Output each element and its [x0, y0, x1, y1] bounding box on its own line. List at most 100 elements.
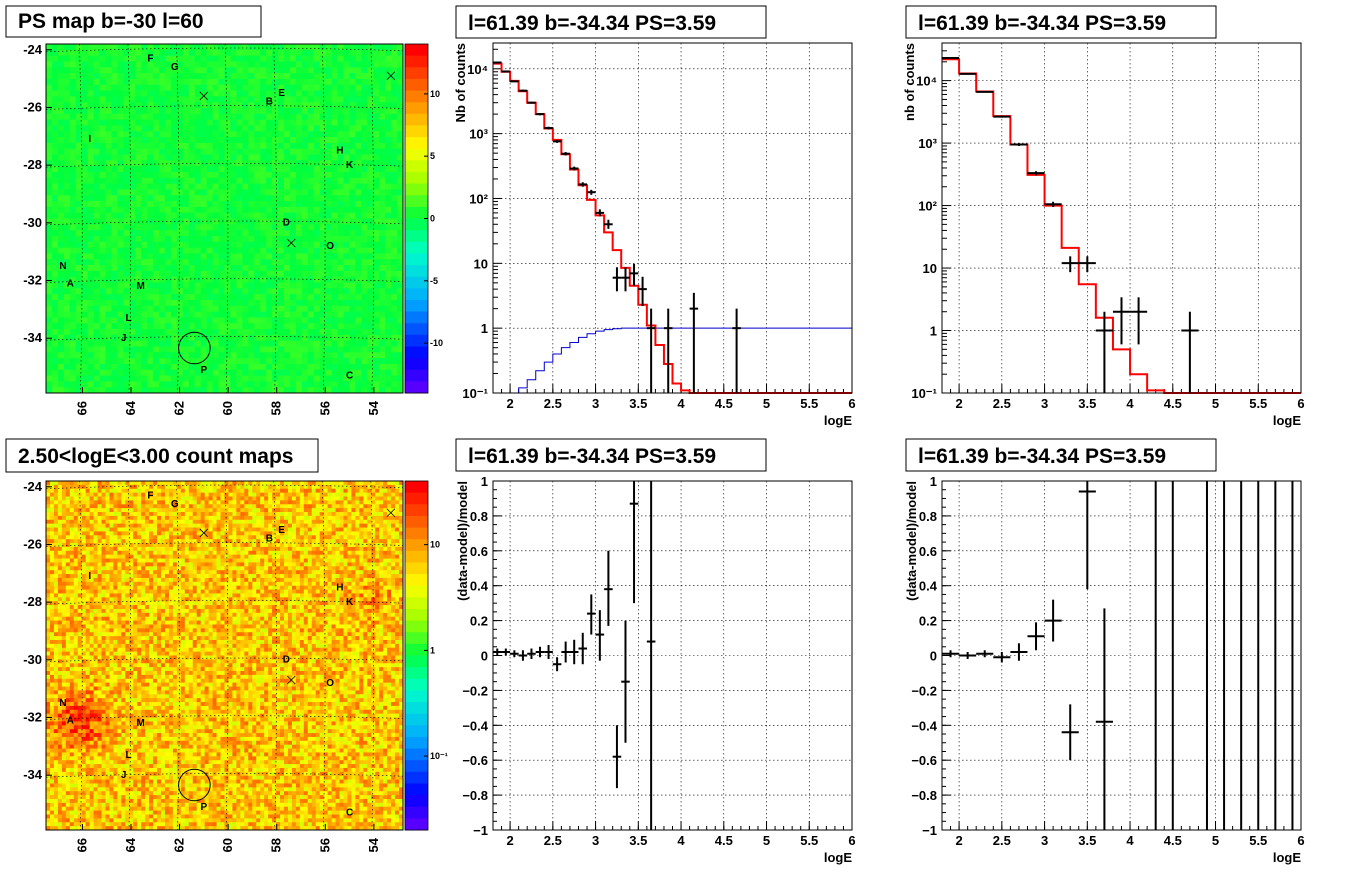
map-ytick-label: -24: [23, 42, 43, 57]
source-label: B: [266, 97, 273, 108]
data-point: [587, 594, 596, 635]
map-ytick-label: -32: [23, 710, 42, 725]
y-axis-title: (data-model)/model: [904, 481, 919, 601]
map-title-box: [5, 438, 319, 473]
colorbar-swatch: [405, 585, 428, 598]
x-tick-label: 4.5: [715, 833, 733, 848]
data-point: [689, 292, 699, 393]
x-tick-label: 5: [1212, 396, 1219, 411]
source-label: F: [147, 53, 153, 64]
x-tick-label: 2.5: [993, 396, 1011, 411]
map-ytick-label: -32: [23, 273, 42, 288]
x-tick-label: 5.5: [1249, 396, 1267, 411]
source-label: E: [278, 525, 285, 536]
y-tick-label: 0: [481, 649, 488, 664]
map-title-box: [5, 5, 262, 38]
x-tick-label: 2: [955, 396, 962, 411]
data-point: [959, 72, 977, 75]
source-label: D: [283, 655, 290, 666]
plot-panel-spec1: 2 2.5 3 3.5 4 4.5 5 5.5 6 10⁻¹ 1 10 10² 10³ 10⁴ logE Nb …: [453, 5, 856, 428]
plot-title-box: [905, 5, 1217, 39]
data-point: [612, 267, 622, 292]
source-label: O: [326, 241, 334, 252]
data-point: [510, 80, 519, 83]
colorbar-swatch: [405, 78, 428, 92]
plot-panel-resid1: 2 2.5 3 3.5 4 4.5 5 5.5 6 −1 −0.8 −0.6 −0.4 −0.2 0 0.2 0…: [455, 438, 856, 865]
x-tick-label: 5.5: [800, 396, 818, 411]
data-point: [604, 550, 613, 626]
data-point: [1044, 201, 1062, 207]
x-tick-label: 3: [1041, 833, 1048, 848]
colorbar-swatch: [405, 713, 428, 726]
data-point: [976, 650, 994, 658]
x-tick-label: 4: [677, 396, 685, 411]
y-tick-label: 1: [481, 474, 488, 489]
y-axis-title: Nb of counts: [453, 43, 468, 122]
map-ytick-label: -30: [23, 652, 42, 667]
map-ytick-label: -26: [23, 99, 42, 114]
colorbar-swatch: [405, 736, 428, 750]
data-point: [621, 620, 630, 743]
plot-title-box: [455, 438, 767, 472]
source-cross-marker: [287, 238, 296, 248]
source-cross-marker: [199, 528, 209, 538]
data-point: [663, 308, 673, 393]
source-label: C: [346, 371, 353, 382]
source-label: E: [278, 88, 285, 99]
colorbar-tick-label: 10: [430, 540, 440, 550]
x-tick-label: 4.5: [1164, 396, 1182, 411]
colorbar-swatch: [405, 323, 428, 336]
data-point: [544, 645, 553, 659]
x-tick-label: 4: [1126, 833, 1134, 848]
colorbar-swatch: [405, 702, 428, 715]
map-ytick-label: -26: [23, 536, 42, 551]
source-label: N: [59, 261, 66, 272]
data-point: [535, 113, 545, 116]
map-ytick-label: -34: [23, 330, 43, 345]
colorbar-swatch: [405, 90, 428, 103]
map-title: 2.50<logE<3.00 count maps: [18, 445, 293, 468]
colorbar-swatch: [405, 137, 428, 150]
x-axis-title: logE: [1273, 413, 1301, 428]
selected-source-circle: [178, 768, 211, 802]
colorbar-swatch: [405, 608, 428, 622]
colorbar-swatch: [405, 492, 428, 505]
y-tick-label: −0.8: [911, 788, 937, 803]
colorbar-swatch: [405, 334, 428, 347]
colorbar-swatch: [405, 481, 428, 494]
x-tick-label: 2.5: [544, 833, 562, 848]
x-tick-label: 5: [763, 396, 770, 411]
x-tick-label: 5.5: [1249, 833, 1267, 848]
map-ytick-label: -28: [23, 157, 42, 172]
map-ytick-label: -30: [23, 215, 42, 230]
colorbar-swatch: [405, 265, 428, 278]
plot-frame: [492, 42, 853, 394]
colorbar-swatch: [405, 550, 428, 563]
colorbar-frame: [404, 480, 429, 831]
plot-title: l=61.39 b=-34.34 PS=3.59: [468, 12, 716, 35]
x-axis-title: logE: [824, 413, 852, 428]
y-tick-label: 10³: [469, 127, 488, 142]
data-point: [544, 126, 553, 130]
map-panel-countmap: -24 -26 -28 -30 -32 -34 66 64 62 60 58 56 54 F G EB I HK D…: [5, 438, 448, 852]
data-point: [561, 641, 570, 663]
x-tick-label: 2.5: [544, 396, 562, 411]
data-point: [1010, 143, 1028, 146]
source-label: L: [126, 750, 132, 761]
data-point: [493, 648, 502, 656]
y-tick-label: 1: [481, 321, 488, 336]
colorbar-swatch: [405, 725, 428, 738]
source-label: K: [346, 160, 354, 171]
source-cross-marker: [199, 91, 209, 101]
source-label: M: [137, 718, 145, 729]
y-tick-label: 0.8: [919, 509, 937, 524]
y-tick-label: −0.4: [462, 718, 488, 733]
map-xtick-label: 54: [366, 400, 381, 415]
data-point: [552, 657, 562, 672]
map-frame: [45, 43, 404, 394]
map-xtick-label: 64: [123, 837, 138, 852]
x-tick-label: 5: [1212, 833, 1219, 848]
x-tick-label: 6: [848, 833, 855, 848]
colorbar-swatch: [405, 241, 428, 254]
data-point: [993, 652, 1011, 663]
